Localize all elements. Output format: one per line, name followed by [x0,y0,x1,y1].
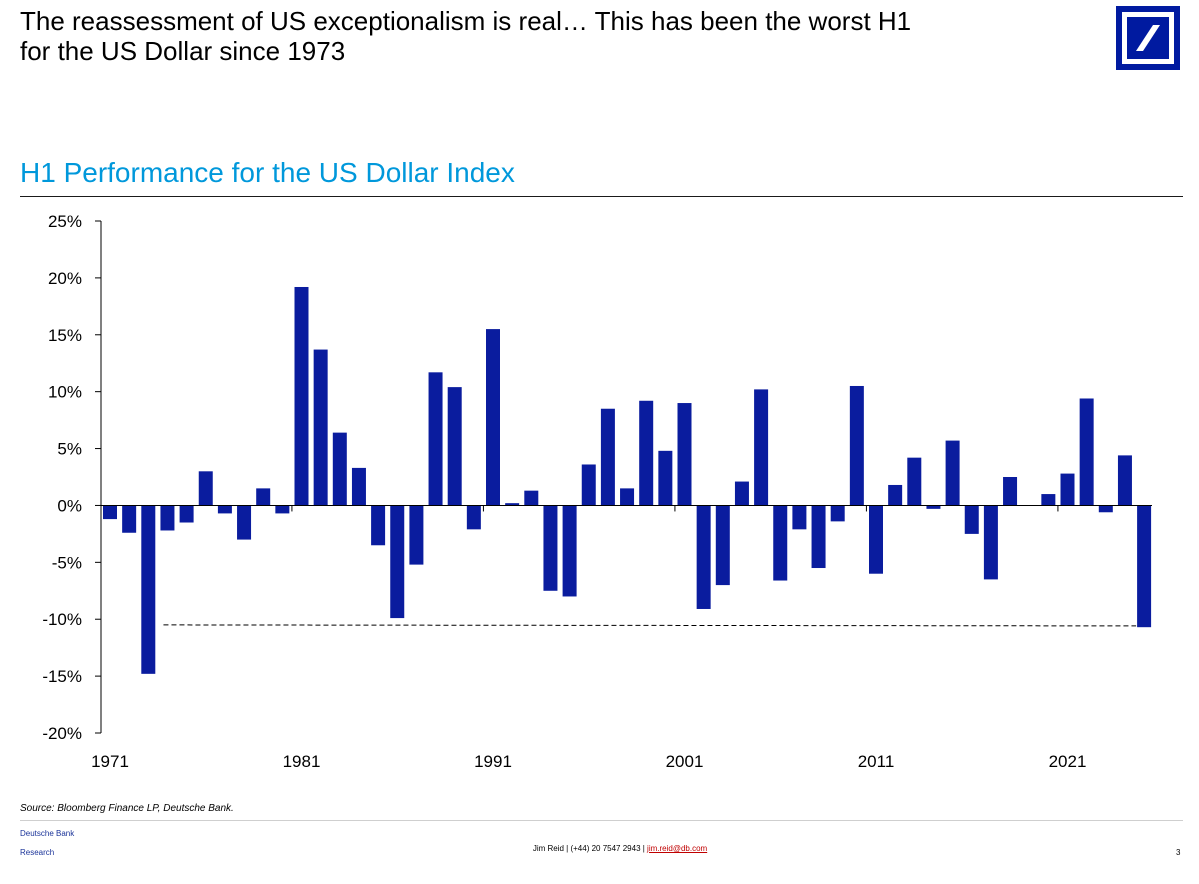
bar [1060,473,1075,506]
y-tick-label: -15% [42,667,82,686]
bar [294,286,309,506]
y-tick-label: 25% [48,212,82,231]
chart-title: H1 Performance for the US Dollar Index [20,157,515,188]
x-tick-label: 1991 [474,752,512,771]
deutsche-bank-logo-icon [1116,6,1180,70]
bar [907,457,922,506]
x-tick-label: 1981 [283,752,321,771]
bar [696,505,711,609]
bar [179,505,194,523]
bar [198,471,213,506]
footer-divider [20,820,1183,821]
bar [1117,455,1132,506]
bar [600,408,615,506]
bar [811,505,826,569]
bar [620,488,635,506]
bar [677,403,692,506]
bar [869,505,883,574]
bar [141,505,156,674]
bar [447,387,462,506]
footer-email-link[interactable]: jim.reid@db.com [647,844,708,853]
bar [390,505,405,619]
bar [275,505,290,514]
bar [524,490,539,506]
bar [217,505,232,514]
bar [715,505,730,586]
bar [409,505,424,565]
bar [351,467,366,506]
x-tick-label: 1971 [91,752,129,771]
bar [1098,505,1113,513]
x-tick-label: 2011 [858,752,895,771]
bar [658,450,673,506]
bar [773,505,788,581]
bar [926,505,941,509]
bar [830,505,845,522]
source-note: Source: Bloomberg Finance LP, Deutsche B… [20,803,234,814]
y-tick-label: 0% [57,496,82,515]
bar [237,505,252,540]
bar [1137,505,1152,628]
bar [313,349,328,506]
bar [888,484,903,506]
bar [581,464,596,506]
bar [734,481,749,506]
bar [543,505,558,591]
footer-contact: Jim Reid | (+44) 20 7547 2943 | jim.reid… [0,844,1199,853]
y-tick-label: 15% [48,326,82,345]
page-number: 3 [1176,848,1181,857]
y-tick-label: -20% [42,724,82,743]
footer-research: Research [20,848,55,857]
bar [486,329,500,506]
bar [754,389,769,506]
bar [428,372,443,506]
bar [505,503,520,506]
bar [160,505,175,531]
y-tick-label: -10% [42,610,82,629]
bar [103,505,117,520]
bar [332,432,347,506]
bar [256,488,271,506]
headline-line-2: for the US Dollar since 1973 [20,36,346,66]
bar [792,505,807,530]
bar [122,505,137,533]
bar [466,505,481,530]
title-divider [20,196,1183,197]
bar [371,505,386,546]
x-tick-label: 2001 [666,752,704,771]
logo-slash [1136,25,1160,51]
bar [562,505,577,597]
bar-chart: 25% 20% 15% 10% 5% 0% -5% -10% -15% -20% 1971 1981 1… [42,212,1152,771]
footer-bank-name: Deutsche Bank [20,829,75,838]
x-tick-label: 2021 [1049,752,1087,771]
bar [945,440,960,506]
y-tick-label: -5% [52,553,82,572]
bar [1041,494,1056,506]
footer-contact-text: Jim Reid | (+44) 20 7547 2943 | [532,844,648,853]
bar [964,505,979,534]
bar [1003,477,1018,506]
headline-line-1: The reassessment of US exceptionalism is… [20,6,912,36]
reference-line [163,624,1137,627]
bar [1079,398,1094,506]
bar [983,505,998,580]
headline: The reassessment of US exceptionalism is… [20,6,1100,66]
y-tick-label: 10% [48,383,82,402]
y-tick-label: 5% [57,440,82,459]
bar [849,385,864,506]
y-tick-label: 20% [48,269,82,288]
bar [639,400,654,506]
